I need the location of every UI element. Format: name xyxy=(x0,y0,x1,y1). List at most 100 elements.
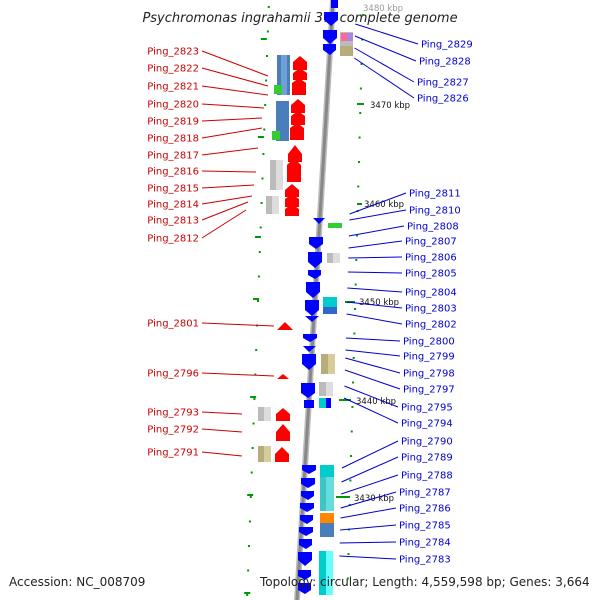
leader-line xyxy=(353,57,415,99)
tick-mark xyxy=(352,357,355,359)
leader-line xyxy=(347,287,403,293)
gene-label-right: Ping_2786 xyxy=(399,504,451,515)
leader-line xyxy=(201,103,265,109)
leader-line xyxy=(343,397,399,424)
tick-mark xyxy=(260,202,263,204)
leader-line xyxy=(339,541,397,544)
tick-mark xyxy=(355,259,358,261)
leader-line xyxy=(201,195,253,205)
tick-mark xyxy=(350,455,353,457)
reverse-strand-features xyxy=(298,0,353,595)
leader-line xyxy=(201,428,243,433)
kbp-label-3470: 3470 kbp xyxy=(370,101,410,111)
leader-line xyxy=(201,411,243,415)
tick-mark xyxy=(354,283,357,286)
tick-mark xyxy=(253,398,256,400)
gene-label-right: Ping_2829 xyxy=(421,40,473,51)
leader-line xyxy=(201,127,263,139)
tick-mark xyxy=(259,226,262,229)
leader-line xyxy=(339,555,397,560)
leader-line xyxy=(348,240,403,249)
gene-label-right: Ping_2804 xyxy=(405,288,457,299)
gene-label-right: Ping_2808 xyxy=(407,222,459,233)
leader-line xyxy=(201,67,269,87)
tick-mark xyxy=(357,185,360,188)
tick-mark xyxy=(247,569,250,572)
major-tick xyxy=(244,592,251,594)
gene-label-left: Ping_2819 xyxy=(147,117,199,128)
leader-line xyxy=(340,507,397,519)
major-tick xyxy=(250,396,257,398)
tick-mark xyxy=(265,79,268,82)
tick-mark xyxy=(352,381,355,384)
scale-ticks xyxy=(244,6,364,596)
major-tick xyxy=(260,38,267,40)
gene-label-left: Ping_2813 xyxy=(147,216,199,227)
tick-mark xyxy=(358,136,361,139)
leader-lines-right xyxy=(339,23,419,560)
gene-label-right: Ping_2798 xyxy=(403,369,455,380)
gene-label-right: Ping_2802 xyxy=(405,320,457,331)
tick-mark xyxy=(254,373,257,376)
topology-text: Topology: circular; Length: 4,559,598 bp… xyxy=(259,575,590,589)
tick-mark xyxy=(346,577,349,580)
leader-line xyxy=(346,313,403,325)
leader-line xyxy=(201,184,255,189)
gene-label-right: Ping_2799 xyxy=(403,352,455,363)
gene-label-left: Ping_2823 xyxy=(147,47,199,58)
tick-mark xyxy=(350,430,353,433)
leader-line xyxy=(341,440,399,469)
tick-mark xyxy=(258,251,261,253)
tick-mark xyxy=(265,55,268,57)
kbp-label-3440: 3440 kbp xyxy=(356,397,396,407)
tick-mark xyxy=(255,349,258,351)
gene-label-right: Ping_2800 xyxy=(403,337,455,348)
gene-label-left: Ping_2812 xyxy=(147,234,199,245)
gene-label-right: Ping_2811 xyxy=(409,189,461,200)
gene-label-left: Ping_2791 xyxy=(147,448,199,459)
tick-mark xyxy=(257,275,260,278)
gene-label-right: Ping_2795 xyxy=(401,403,453,414)
tick-mark xyxy=(266,30,269,33)
leader-line xyxy=(201,201,249,221)
kbp-scale: 3480 kbp 3470 kbp 3460 kbp 3450 kbp 3440… xyxy=(336,4,410,504)
leader-line xyxy=(340,524,397,531)
leader-line xyxy=(344,385,399,408)
leader-line xyxy=(349,192,407,215)
leader-line xyxy=(201,147,259,156)
tick-mark xyxy=(267,6,270,8)
kbp-label-3480: 3480 kbp xyxy=(363,4,403,14)
tick-mark xyxy=(359,87,362,90)
gene-label-right: Ping_2805 xyxy=(405,269,457,280)
gene-label-right: Ping_2827 xyxy=(417,78,469,89)
leader-line xyxy=(348,256,403,259)
map-title: Psychromonas ingrahamii 37, complete gen… xyxy=(142,11,457,26)
gene-label-right: Ping_2810 xyxy=(409,206,461,217)
tick-mark xyxy=(360,63,363,65)
gene-label-right: Ping_2794 xyxy=(401,419,453,430)
leader-line xyxy=(346,301,403,309)
gene-label-right: Ping_2790 xyxy=(401,437,453,448)
leader-line xyxy=(354,47,415,83)
leader-line xyxy=(201,451,243,457)
leader-line xyxy=(347,271,403,274)
gene-labels-left: Ping_2823 Ping_2822 Ping_2821 Ping_2820 Ping… xyxy=(147,47,199,459)
tick-mark xyxy=(354,308,356,310)
gene-label-left: Ping_2793 xyxy=(147,408,199,419)
leader-line xyxy=(201,85,269,96)
gene-label-right: Ping_2828 xyxy=(419,57,471,68)
leader-line xyxy=(345,349,401,357)
leader-line xyxy=(201,209,247,239)
tick-mark xyxy=(263,128,266,131)
gene-label-right: Ping_2806 xyxy=(405,253,457,264)
tick-mark xyxy=(251,447,254,449)
gene-label-right: Ping_2788 xyxy=(401,471,453,482)
leader-line xyxy=(201,117,263,122)
leader-line xyxy=(349,209,407,221)
leader-line xyxy=(344,369,401,390)
tick-mark xyxy=(264,104,267,106)
accession-text: Accession: NC_008709 xyxy=(9,575,145,589)
gene-label-right: Ping_2803 xyxy=(405,304,457,315)
forward-strand-features xyxy=(258,55,307,462)
